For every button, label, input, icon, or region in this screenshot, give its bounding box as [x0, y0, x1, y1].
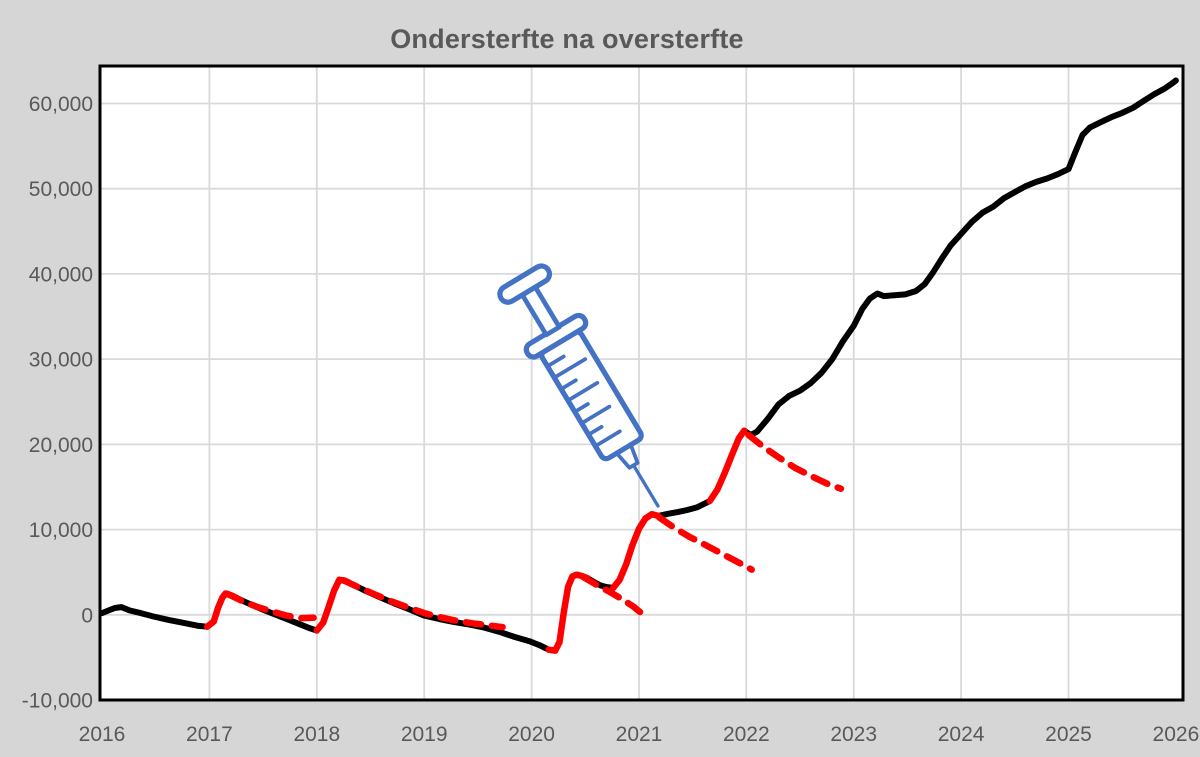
syringe-thumb-pad [497, 263, 553, 305]
x-tick-label: 2016 [79, 723, 126, 746]
y-tick-label: 40,000 [29, 263, 93, 286]
x-axis-labels: 2016 2017 2018 2019 2020 2021 2022 2023 2024 2025… [79, 723, 1200, 746]
syringe-icon [497, 263, 660, 508]
y-tick-label: 60,000 [29, 93, 93, 116]
syringe-scale-marks [545, 354, 622, 448]
series-ondersterfte-expected-2020-winter [656, 514, 755, 573]
series-actual-2016 [99, 604, 211, 630]
x-tick-label: 2020 [508, 723, 555, 746]
x-tick-label: 2019 [401, 723, 448, 746]
x-tick-label: 2021 [616, 723, 663, 746]
y-tick-label: 0 [81, 604, 93, 627]
y-axis-labels: -10,000 0 10,000 20,000 30,000 40,000 50,000 60… [22, 93, 93, 713]
series-oversterfte-wave-2020-winter [609, 510, 662, 592]
data-series [99, 77, 1179, 654]
plot-border [98, 64, 1185, 702]
syringe-needle [631, 463, 660, 508]
x-tick-label: 2022 [723, 723, 770, 746]
x-tick-label: 2018 [293, 723, 340, 746]
x-tick-label: 2025 [1045, 723, 1092, 746]
series-ondersterfte-expected-2018 [340, 577, 506, 631]
gridlines [100, 66, 1183, 700]
x-tick-label: 2023 [830, 723, 877, 746]
series-ondersterfte-expected-2021-winter [745, 431, 845, 492]
x-tick-label: 2026 [1153, 723, 1200, 746]
series-ondersterfte-expected-2020-spring [579, 573, 652, 622]
series-oversterfte-wave-2021-winter [706, 427, 748, 505]
series-ondersterfte-expected-2017 [224, 590, 317, 622]
x-tick-label: 2017 [186, 723, 233, 746]
plot-area [100, 66, 1183, 700]
y-tick-label: 10,000 [29, 519, 93, 542]
y-tick-label: 50,000 [29, 178, 93, 201]
y-tick-label: 30,000 [29, 349, 93, 372]
y-tick-label: 20,000 [29, 434, 93, 457]
chart-title: Ondersterfte na oversterfte [390, 24, 744, 54]
x-tick-label: 2024 [938, 723, 985, 746]
y-tick-label: -10,000 [22, 690, 93, 713]
series-actual-2021 [655, 498, 713, 519]
series-actual-2022-2026 [741, 77, 1179, 438]
